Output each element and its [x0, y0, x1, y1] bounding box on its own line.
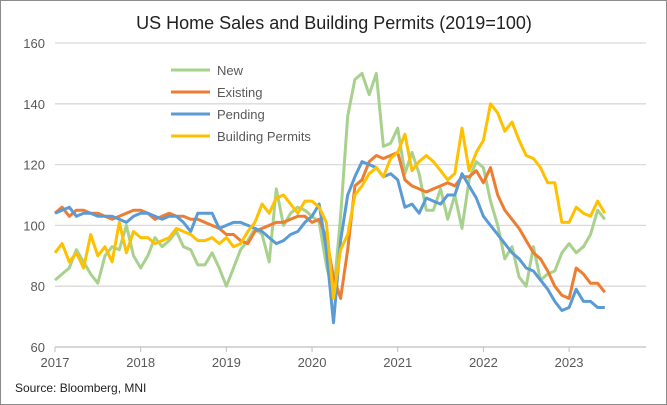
x-tick-label: 2018 — [126, 355, 155, 370]
legend-label: New — [217, 63, 244, 78]
y-tick-label: 160 — [23, 36, 45, 51]
y-tick-label: 120 — [23, 158, 45, 173]
x-tick-label: 2019 — [212, 355, 241, 370]
x-tick-label: 2023 — [555, 355, 584, 370]
y-tick-label: 140 — [23, 97, 45, 112]
legend-label: Existing — [217, 85, 263, 100]
x-tick-label: 2020 — [298, 355, 327, 370]
legend-label: Pending — [217, 107, 265, 122]
x-tick-label: 2022 — [469, 355, 498, 370]
chart-title: US Home Sales and Building Permits (2019… — [136, 13, 532, 33]
legend-label: Building Permits — [217, 129, 311, 144]
y-tick-label: 60 — [31, 340, 45, 355]
y-tick-label: 100 — [23, 218, 45, 233]
y-tick-label: 80 — [31, 279, 45, 294]
x-tick-label: 2017 — [41, 355, 70, 370]
x-tick-label: 2021 — [383, 355, 412, 370]
series-line-building-permits — [53, 102, 607, 300]
series-line-pending — [54, 160, 605, 325]
source-note: Source: Bloomberg, MNI — [15, 381, 146, 395]
